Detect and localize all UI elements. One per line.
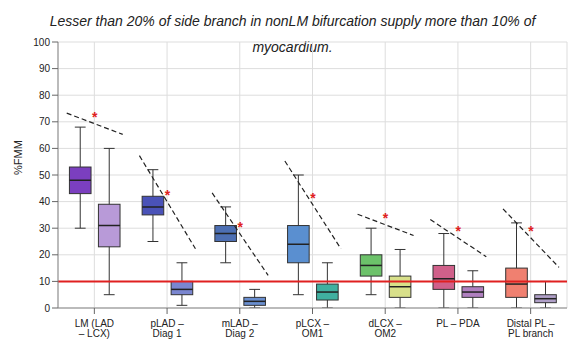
svg-text:70: 70	[39, 116, 51, 127]
svg-text:50: 50	[39, 170, 51, 181]
svg-text:LM (LAD– LCX): LM (LAD– LCX)	[75, 318, 114, 339]
svg-text:0: 0	[44, 303, 50, 314]
svg-text:*: *	[456, 223, 462, 239]
svg-text:Distal PL –PL branch: Distal PL –PL branch	[507, 318, 555, 339]
svg-text:100: 100	[33, 37, 50, 48]
svg-text:20: 20	[39, 249, 51, 260]
svg-text:30: 30	[39, 223, 51, 234]
svg-text:*: *	[383, 210, 389, 226]
svg-text:*: *	[92, 109, 98, 125]
svg-text:*: *	[528, 223, 534, 239]
svg-text:*: *	[310, 190, 316, 206]
svg-text:pLCX –OM1: pLCX –OM1	[296, 318, 330, 339]
svg-text:*: *	[237, 219, 243, 235]
svg-text:pLAD –Diag 1: pLAD –Diag 1	[150, 318, 184, 339]
svg-text:10: 10	[39, 276, 51, 287]
svg-text:dLCX –OM2: dLCX –OM2	[369, 318, 403, 339]
svg-text:80: 80	[39, 90, 51, 101]
svg-text:PL – PDA: PL – PDA	[436, 318, 480, 329]
svg-text:mLAD –Diag 2: mLAD –Diag 2	[222, 318, 259, 339]
html-text:Lesser than 20% of side branch: Lesser than 20% of side branch in nonLM …	[49, 13, 536, 55]
svg-text:60: 60	[39, 143, 51, 154]
svg-text:%FMM: %FMM	[12, 140, 24, 175]
svg-text:*: *	[165, 187, 171, 203]
svg-text:40: 40	[39, 196, 51, 207]
svg-text:90: 90	[39, 63, 51, 74]
